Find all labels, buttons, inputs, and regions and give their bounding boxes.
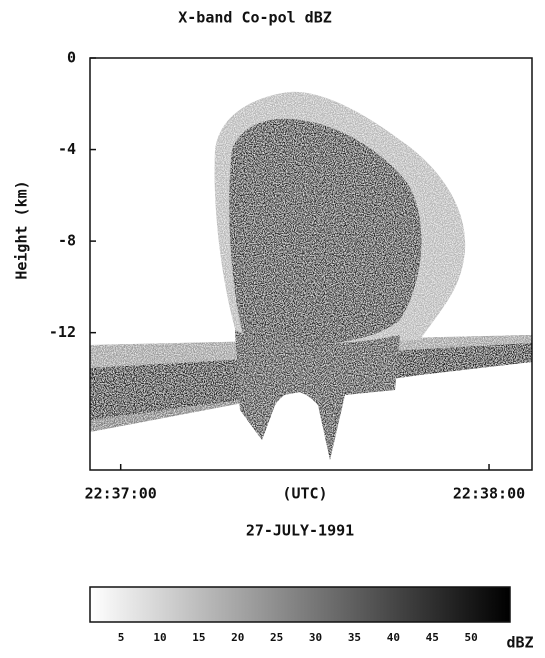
colorbar-tick-label: 15 (192, 631, 205, 644)
colorbar-tick-label: 20 (231, 631, 244, 644)
colorbar-tick-label: 10 (153, 631, 166, 644)
colorbar-label: dBZ (506, 634, 533, 652)
colorbar-tick-label: 40 (387, 631, 400, 644)
x-axis-label: (UTC) (282, 485, 327, 503)
plot-frame (89, 57, 533, 471)
y-tick-label: -12 (49, 323, 76, 341)
echo-lower (235, 330, 400, 460)
x-tick-label: 22:38:00 (453, 485, 525, 503)
colorbar-tick-label: 25 (270, 631, 283, 644)
y-axis-label: Height (km) (13, 180, 31, 279)
colorbar-tick-label: 30 (309, 631, 322, 644)
colorbar (89, 586, 511, 623)
y-tick-label: -8 (58, 232, 76, 250)
radar-echo (90, 91, 532, 465)
y-tick-label: -4 (58, 140, 76, 158)
colorbar-tick-label: 50 (464, 631, 477, 644)
colorbar-tick-label: 35 (348, 631, 361, 644)
x-tick-label: 22:37:00 (85, 485, 157, 503)
echo-gap (275, 400, 325, 465)
date-label: 27-JULY-1991 (246, 522, 354, 540)
colorbar-tick-label: 5 (118, 631, 125, 644)
echo-core (229, 118, 422, 345)
y-tick-label: 0 (67, 49, 76, 67)
chart-title: X-band Co-pol dBZ (178, 9, 332, 27)
colorbar-tick-label: 45 (426, 631, 439, 644)
axes-layer: 0 -4 -8 -12 22:37:00 22:38:00 5 10 15 20 25 30 35 40 4… (49, 49, 534, 652)
